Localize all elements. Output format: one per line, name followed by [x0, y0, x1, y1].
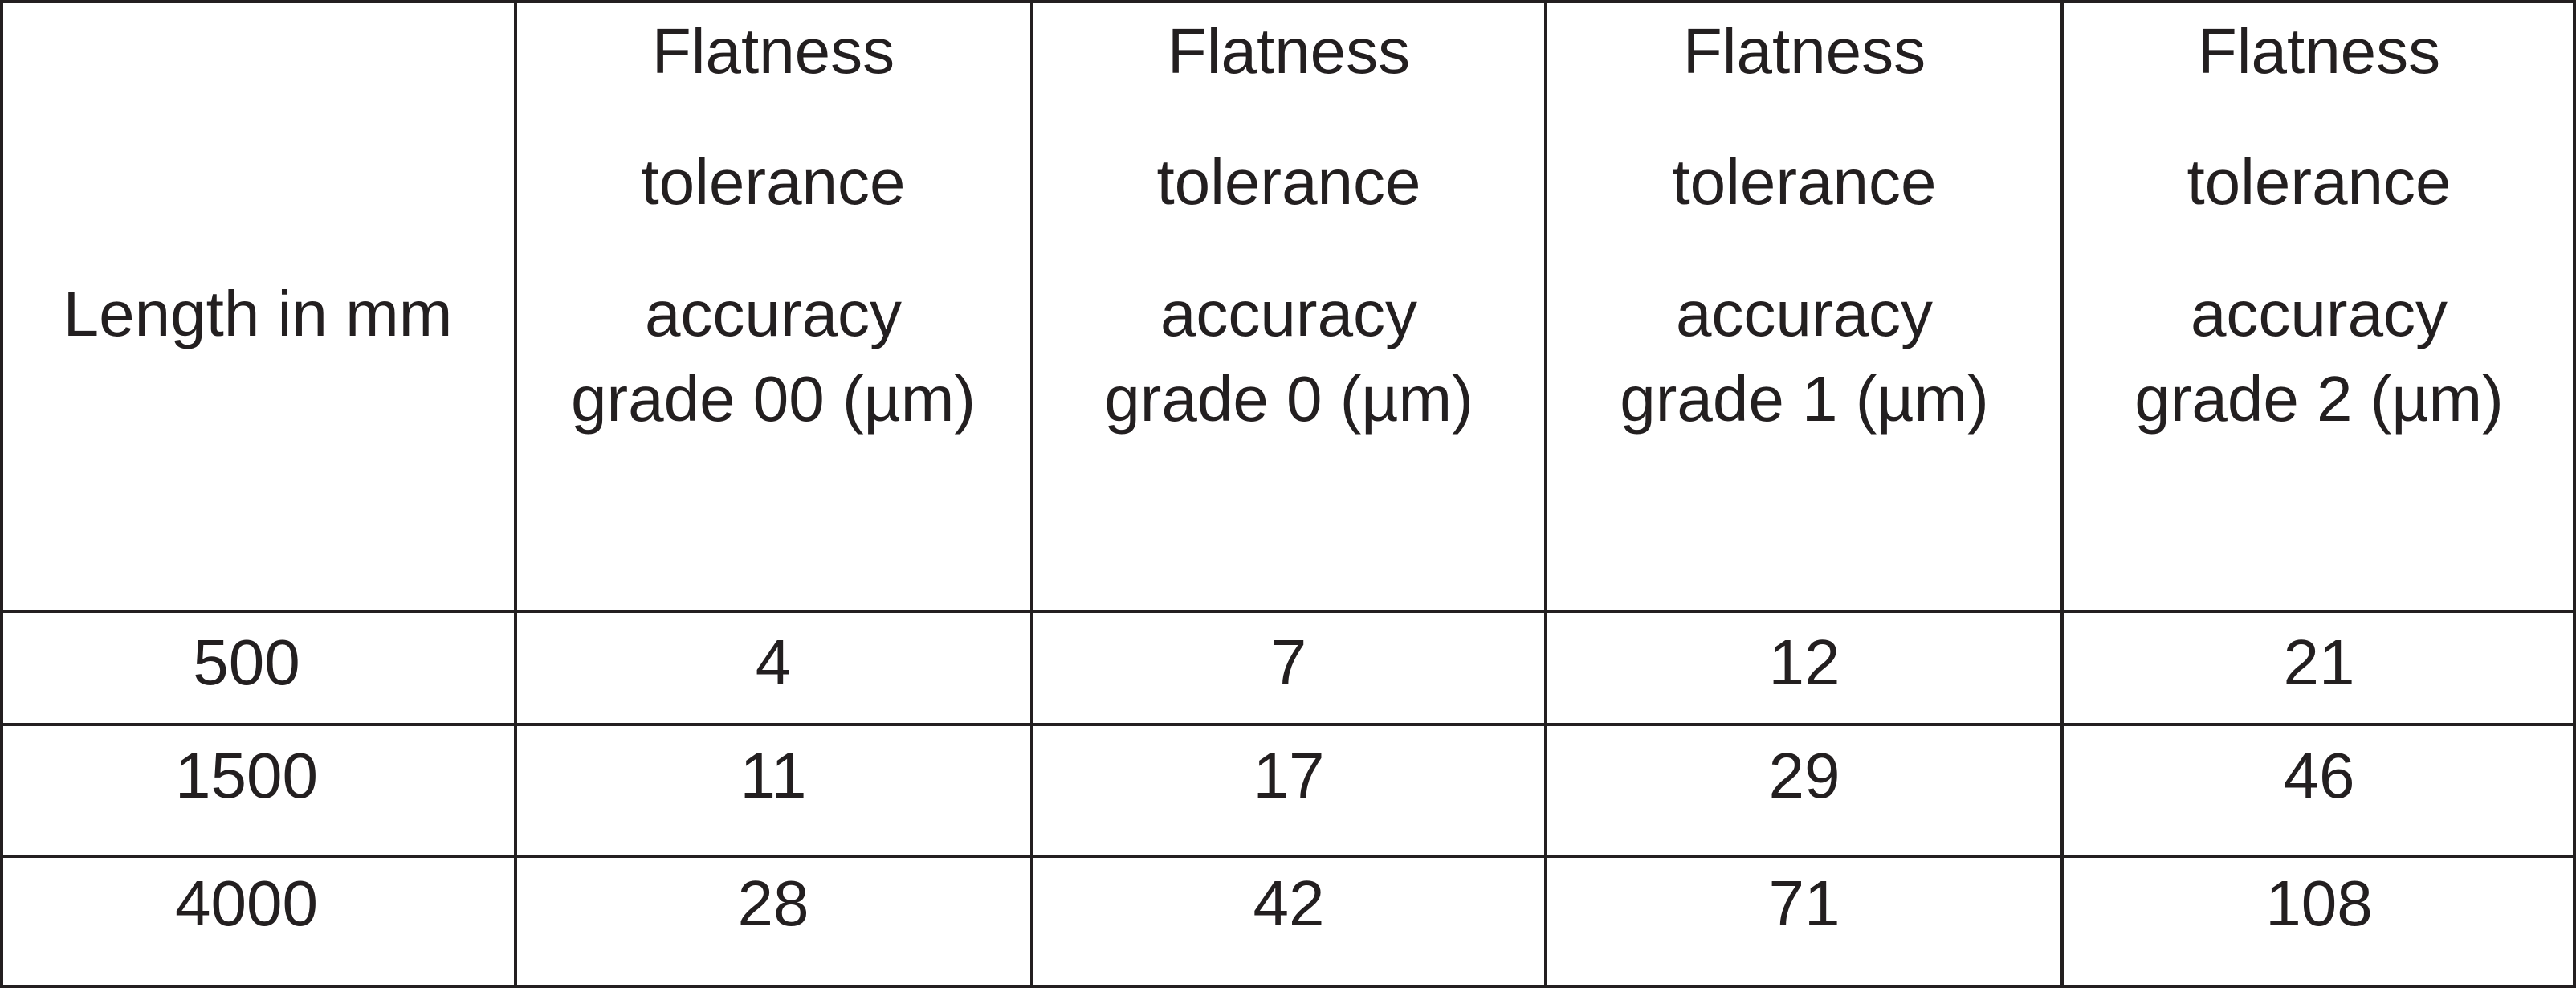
header-text: tolerance	[2187, 146, 2451, 218]
cell-text: 46	[2284, 740, 2355, 811]
cell-text: 1500	[175, 740, 318, 811]
header-text: tolerance	[1156, 146, 1420, 218]
header-text: tolerance	[641, 146, 905, 218]
header-text: grade 00 (µm)	[571, 363, 976, 435]
header-text: Length in mm	[63, 278, 453, 349]
cell-text: 4	[756, 627, 792, 698]
cell-text: 71	[1769, 868, 1840, 939]
header-text: grade 1 (µm)	[1620, 363, 1989, 435]
header-text: accuracy	[2191, 278, 2448, 349]
cell-text: 108	[2265, 868, 2372, 939]
cell-text: 7	[1271, 627, 1307, 698]
header-text: grade 0 (µm)	[1104, 363, 1473, 435]
header-text: grade 2 (µm)	[2134, 363, 2504, 435]
cell-text: 4000	[175, 868, 318, 939]
cell-text: 29	[1769, 740, 1840, 811]
header-text: accuracy	[1160, 278, 1417, 349]
cell-text: 17	[1253, 740, 1325, 811]
header-text: Flatness	[1683, 15, 1926, 87]
cell-text: 12	[1769, 627, 1840, 698]
cell-text: 21	[2284, 627, 2355, 698]
header-text: accuracy	[645, 278, 902, 349]
header-text: tolerance	[1672, 146, 1936, 218]
cell-text: 42	[1253, 868, 1325, 939]
header-text: Flatness	[2198, 15, 2440, 87]
cell-text: 11	[740, 740, 806, 811]
cell-text: 500	[193, 627, 300, 698]
cell-text: 28	[738, 868, 809, 939]
header-text: accuracy	[1676, 278, 1933, 349]
header-text: Flatness	[652, 15, 895, 87]
header-text: Flatness	[1168, 15, 1410, 87]
